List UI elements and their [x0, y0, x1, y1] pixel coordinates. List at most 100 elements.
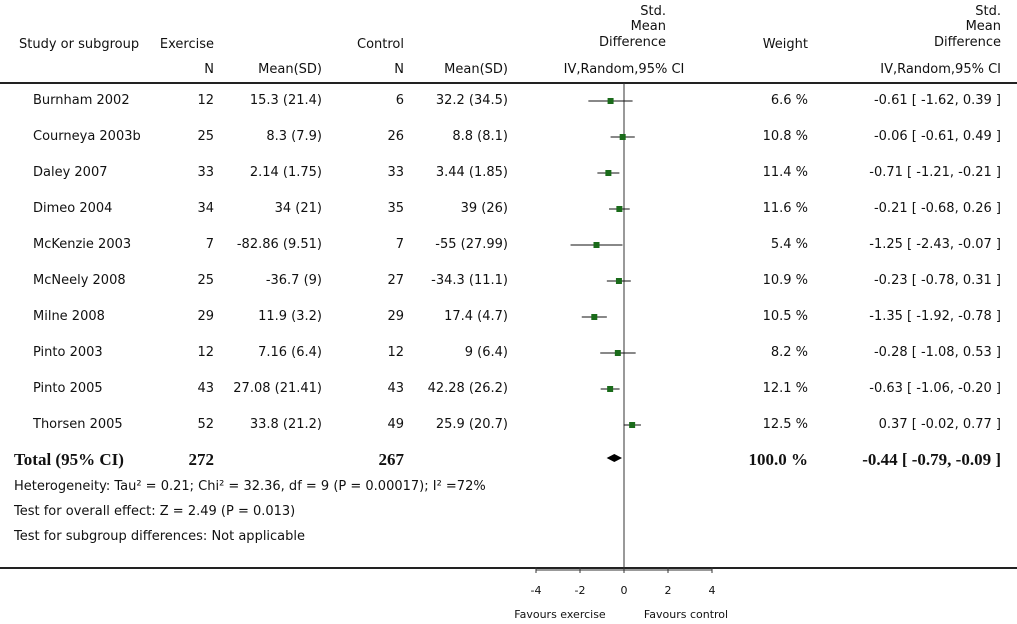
- point-estimate: [616, 206, 623, 212]
- header-smd-line1: Std.: [640, 4, 666, 19]
- total-exercise-n: 272: [188, 450, 215, 469]
- row-study-name: Dimeo 2004: [33, 201, 113, 216]
- header-exercise: Exercise: [159, 37, 214, 52]
- row-weight: 10.9 %: [762, 273, 808, 288]
- row-exercise-meansd: 2.14 (1.75): [249, 165, 322, 180]
- total-weight: 100.0 %: [748, 450, 809, 469]
- row-ci-text: -0.61 [ -1.62, 0.39 ]: [873, 93, 1001, 108]
- row-exercise-meansd: 27.08 (21.41): [233, 381, 322, 396]
- row-control-meansd: 32.2 (34.5): [435, 93, 508, 108]
- row-study-name: Pinto 2005: [33, 381, 103, 396]
- total-ci-text: -0.44 [ -0.79, -0.09 ]: [862, 450, 1001, 469]
- header-right-line1: Std.: [975, 4, 1001, 19]
- row-study-name: Thorsen 2005: [33, 417, 123, 432]
- header-control-meansd: Mean(SD): [444, 62, 508, 77]
- header-smd-method: IV,Random,95% CI: [563, 62, 685, 77]
- row-control-meansd: 39 (26): [460, 201, 508, 216]
- point-estimate: [605, 170, 612, 176]
- row-study-name: Courneya 2003b: [33, 129, 141, 144]
- row-control-n: 27: [387, 273, 404, 288]
- row-study-name: McNeely 2008: [33, 273, 126, 288]
- row-ci-text: -1.25 [ -2.43, -0.07 ]: [869, 237, 1001, 252]
- row-weight: 12.1 %: [762, 381, 808, 396]
- row-exercise-meansd: 7.16 (6.4): [258, 345, 322, 360]
- row-study-name: McKenzie 2003: [33, 237, 132, 252]
- row-control-n: 6: [395, 93, 404, 108]
- row-exercise-meansd: -36.7 (9): [265, 273, 322, 288]
- total-control-n: 267: [378, 450, 405, 469]
- row-ci-text: -0.06 [ -0.61, 0.49 ]: [873, 129, 1001, 144]
- row-exercise-n: 52: [197, 417, 214, 432]
- footer-rule: [0, 567, 1017, 569]
- header-smd-line3: Difference: [598, 35, 666, 50]
- row-exercise-meansd: 11.9 (3.2): [258, 309, 322, 324]
- row-weight: 12.5 %: [762, 417, 808, 432]
- subgroup-text: Test for subgroup differences: Not appli…: [14, 529, 306, 544]
- row-control-n: 33: [387, 165, 404, 180]
- axis-tick-label: 2: [664, 584, 672, 597]
- row-control-meansd: 8.8 (8.1): [452, 129, 508, 144]
- favours-exercise: Favours exercise: [514, 608, 606, 621]
- row-exercise-meansd: 33.8 (21.2): [249, 417, 322, 432]
- row-weight: 10.8 %: [762, 129, 808, 144]
- point-estimate: [629, 422, 636, 428]
- row-exercise-meansd: -82.86 (9.51): [236, 237, 322, 252]
- row-control-n: 29: [387, 309, 404, 324]
- row-ci-text: -0.28 [ -1.08, 0.53 ]: [873, 345, 1001, 360]
- row-exercise-meansd: 15.3 (21.4): [249, 93, 322, 108]
- favours-control: Favours control: [643, 608, 729, 621]
- row-weight: 10.5 %: [762, 309, 808, 324]
- row-control-meansd: 3.44 (1.85): [435, 165, 508, 180]
- header-right-line2: Mean: [965, 19, 1001, 34]
- row-exercise-n: 12: [197, 345, 214, 360]
- heterogeneity-text: Heterogeneity: Tau² = 0.21; Chi² = 32.36…: [14, 479, 486, 494]
- point-estimate: [607, 98, 614, 104]
- row-exercise-n: 25: [197, 129, 214, 144]
- row-exercise-n: 12: [197, 93, 214, 108]
- row-weight: 11.4 %: [762, 165, 808, 180]
- row-control-meansd: -55 (27.99): [435, 237, 508, 252]
- row-weight: 11.6 %: [762, 201, 808, 216]
- row-control-meansd: 9 (6.4): [464, 345, 508, 360]
- row-ci-text: -1.35 [ -1.92, -0.78 ]: [869, 309, 1001, 324]
- row-exercise-n: 25: [197, 273, 214, 288]
- row-study-name: Daley 2007: [33, 165, 108, 180]
- row-control-n: 35: [387, 201, 404, 216]
- row-control-n: 49: [387, 417, 404, 432]
- header-weight: Weight: [762, 37, 808, 52]
- row-control-meansd: 25.9 (20.7): [435, 417, 508, 432]
- row-study-name: Milne 2008: [33, 309, 105, 324]
- row-ci-text: -0.21 [ -0.68, 0.26 ]: [873, 201, 1001, 216]
- row-control-n: 7: [395, 237, 404, 252]
- row-exercise-n: 43: [197, 381, 214, 396]
- axis-tick-label: -4: [530, 584, 542, 597]
- row-control-meansd: -34.3 (11.1): [431, 273, 508, 288]
- row-exercise-n: 33: [197, 165, 214, 180]
- row-exercise-n: 29: [197, 309, 214, 324]
- header-smd-line2: Mean: [630, 19, 666, 34]
- point-estimate: [619, 134, 626, 140]
- row-control-n: 43: [387, 381, 404, 396]
- row-control-n: 26: [387, 129, 404, 144]
- header-right-line3: Difference: [933, 35, 1001, 50]
- header-exercise-n: N: [204, 62, 214, 77]
- row-study-name: Pinto 2003: [33, 345, 103, 360]
- row-control-meansd: 17.4 (4.7): [444, 309, 508, 324]
- point-estimate: [615, 278, 622, 284]
- header-exercise-meansd: Mean(SD): [258, 62, 322, 77]
- point-estimate: [614, 350, 621, 356]
- row-weight: 5.4 %: [770, 237, 808, 252]
- header-right-method: IV,Random,95% CI: [880, 62, 1001, 77]
- row-exercise-meansd: 34 (21): [274, 201, 322, 216]
- row-study-name: Burnham 2002: [33, 93, 130, 108]
- row-control-n: 12: [387, 345, 404, 360]
- row-exercise-n: 7: [205, 237, 214, 252]
- header-control: Control: [357, 37, 404, 52]
- row-weight: 8.2 %: [770, 345, 808, 360]
- axis-tick-label: -2: [574, 584, 586, 597]
- header-rule: [0, 82, 1017, 84]
- header-study: Study or subgroup: [19, 37, 140, 52]
- axis-tick-label: 0: [620, 584, 628, 597]
- row-control-meansd: 42.28 (26.2): [427, 381, 508, 396]
